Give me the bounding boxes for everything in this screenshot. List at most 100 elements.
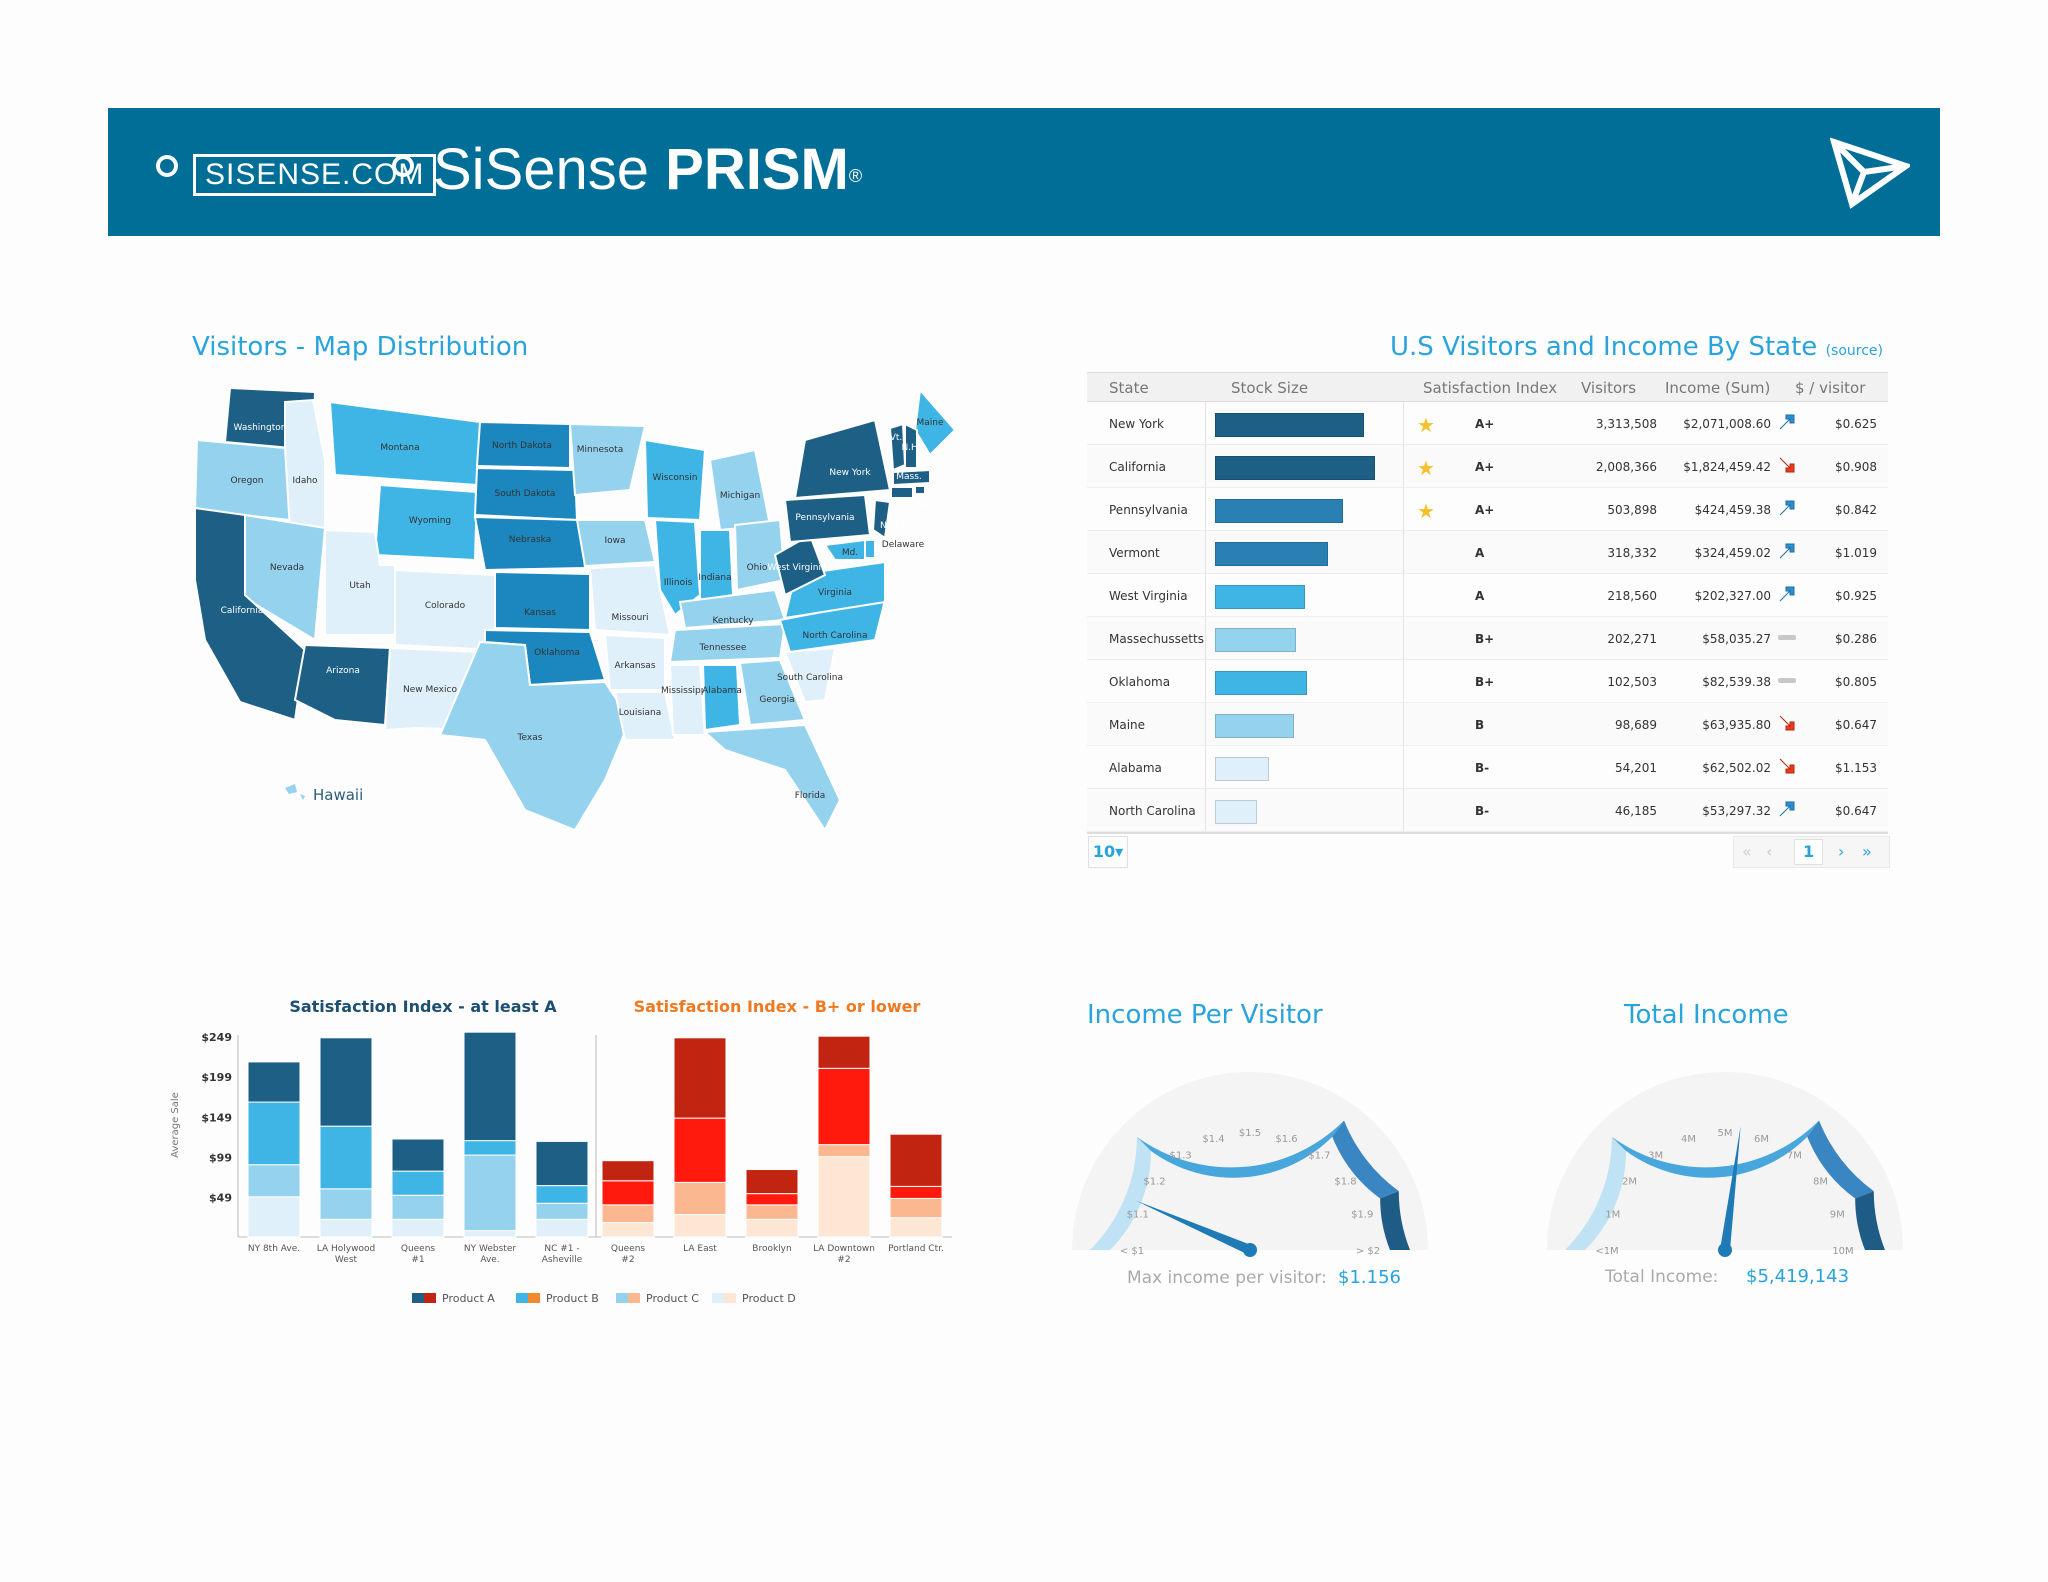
bar-segment[interactable]	[319, 1125, 373, 1190]
state-region[interactable]: Arizona	[293, 643, 392, 727]
current-page[interactable]: 1	[1794, 839, 1824, 865]
state-region[interactable]: Michigan	[708, 448, 772, 532]
col-satisfaction[interactable]: Satisfaction Index	[1423, 379, 1558, 397]
state-region[interactable]: Delaware	[864, 539, 925, 559]
bar-segment[interactable]	[601, 1204, 655, 1224]
hawaii[interactable]: Hawaii	[285, 784, 363, 804]
table-row[interactable]: New York ★ A+ 3,313,508 $2,071,008.60 $0.625	[1087, 402, 1888, 445]
col-visitors[interactable]: Visitors	[1581, 379, 1637, 397]
state-region[interactable]: South Carolina	[777, 646, 843, 704]
bar-segment[interactable]	[247, 1101, 301, 1166]
first-page-button[interactable]: «	[1742, 842, 1752, 861]
col-stock-size[interactable]: Stock Size	[1231, 379, 1309, 397]
bar-segment[interactable]	[247, 1196, 301, 1238]
site-link[interactable]: SISENSE.COM	[193, 154, 437, 196]
bar-segment[interactable]	[391, 1218, 445, 1238]
table-row[interactable]: North Carolina B- 46,185 $53,297.32 $0.647	[1087, 789, 1888, 832]
state-region[interactable]: New Jersey	[871, 498, 931, 540]
table-row[interactable]: Maine B 98,689 $63,935.80 $0.647	[1087, 703, 1888, 746]
bar-segment[interactable]	[319, 1037, 373, 1127]
bar-segment[interactable]	[247, 1061, 301, 1103]
bar-segment[interactable]	[319, 1218, 373, 1238]
bar-segment[interactable]	[745, 1193, 799, 1206]
state-region[interactable]: Texas	[438, 640, 632, 832]
bar-segment[interactable]	[247, 1164, 301, 1198]
state-region[interactable]: Oregon	[193, 438, 292, 522]
state-region[interactable]: Conn.	[890, 486, 940, 511]
state-region[interactable]: Alabama	[701, 664, 742, 732]
state-region[interactable]: California	[194, 506, 307, 722]
col-state[interactable]: State	[1109, 379, 1149, 397]
bar-segment[interactable]	[535, 1202, 589, 1220]
bar-segment[interactable]	[391, 1138, 445, 1172]
state-region[interactable]: Iowa	[575, 519, 657, 568]
state-region[interactable]: Wisconsin	[643, 438, 707, 522]
bar-segment[interactable]	[673, 1117, 727, 1183]
state-region[interactable]: Mass.	[892, 468, 931, 487]
bar-segment[interactable]	[391, 1194, 445, 1220]
bar-segment[interactable]	[391, 1170, 445, 1196]
bar-segment[interactable]	[463, 1230, 517, 1238]
bar-segment[interactable]	[601, 1180, 655, 1206]
table-row[interactable]: California ★ A+ 2,008,366 $1,824,459.42 $0.90…	[1087, 445, 1888, 488]
bar-segment[interactable]	[535, 1218, 589, 1238]
bar-segment[interactable]	[463, 1140, 517, 1156]
col-income[interactable]: Income (Sum)	[1665, 379, 1771, 397]
table-row[interactable]: West Virginia A 218,560 $202,327.00 $0.925	[1087, 574, 1888, 617]
bar-segment[interactable]	[601, 1222, 655, 1238]
page-size-select[interactable]: 10▾	[1088, 836, 1128, 868]
bar-segment[interactable]	[889, 1197, 943, 1219]
bar-segment[interactable]	[817, 1144, 871, 1158]
state-region[interactable]: Montana	[328, 400, 482, 487]
state-region[interactable]: Md.	[823, 538, 866, 561]
table-row[interactable]: Pennsylvania ★ A+ 503,898 $424,459.38 $0.842	[1087, 488, 1888, 531]
bar-segment[interactable]	[817, 1067, 871, 1146]
state-region[interactable]: Colorado	[394, 568, 496, 652]
state-region[interactable]: Nebraska	[473, 515, 587, 572]
table-row[interactable]: Massechussetts B+ 202,271 $58,035.27 $0.286	[1087, 617, 1888, 660]
bar-segment[interactable]	[817, 1156, 871, 1238]
bar-segment[interactable]	[745, 1204, 799, 1220]
state-region[interactable]: New York	[793, 418, 892, 500]
state-region[interactable]: Arkansas	[603, 633, 666, 691]
state-region[interactable]: Indiana	[698, 529, 735, 602]
col-per-visitor[interactable]: $ / visitor	[1795, 379, 1866, 397]
bar-segment[interactable]	[535, 1140, 589, 1187]
us-map[interactable]: Washington Oregon Idaho Montana Wyoming Nevad…	[185, 380, 975, 840]
state-region[interactable]: North Dakota	[475, 420, 571, 470]
bar-segment[interactable]	[673, 1181, 727, 1216]
bar-segment[interactable]	[889, 1133, 943, 1187]
bar-segment[interactable]	[673, 1214, 727, 1238]
paper-plane-icon[interactable]	[1830, 132, 1910, 212]
source-link[interactable]: (source)	[1825, 343, 1883, 359]
state-region[interactable]: Idaho	[284, 398, 326, 531]
bar-segment[interactable]	[889, 1217, 943, 1238]
state-region[interactable]: Maine	[913, 387, 957, 457]
next-page-button[interactable]: ›	[1838, 842, 1845, 861]
bar-segment[interactable]	[601, 1160, 655, 1182]
bar-segment[interactable]	[463, 1031, 517, 1142]
state-region[interactable]: Louisiana	[613, 691, 677, 741]
state-region[interactable]: R.I.	[914, 485, 938, 498]
bar-segment[interactable]	[319, 1188, 373, 1220]
state-region[interactable]: Georgia	[738, 658, 807, 727]
table-row[interactable]: Vermont A 318,332 $324,459.02 $1.019	[1087, 531, 1888, 574]
table-row[interactable]: Alabama B- 54,201 $62,502.02 $1.153	[1087, 746, 1888, 789]
bar-segment[interactable]	[745, 1169, 799, 1195]
state-region[interactable]: Mississippi	[661, 664, 709, 736]
state-region[interactable]: Tennessee	[668, 622, 787, 664]
state-region[interactable]: Wyoming	[373, 483, 479, 562]
state-region[interactable]: Utah	[324, 528, 396, 636]
bar-segment[interactable]	[817, 1035, 871, 1069]
state-region[interactable]: Minnesota	[568, 422, 647, 497]
prev-page-button[interactable]: ‹	[1766, 842, 1773, 861]
bar-segment[interactable]	[673, 1037, 727, 1119]
state-region[interactable]: Missouri	[588, 563, 672, 637]
state-region[interactable]: South Dakota	[473, 466, 579, 522]
bar-segment[interactable]	[889, 1185, 943, 1199]
bar-segment[interactable]	[745, 1218, 799, 1238]
state-region[interactable]: Kansas	[494, 570, 591, 632]
state-region[interactable]: N.H.	[901, 422, 921, 469]
bar-segment[interactable]	[535, 1185, 589, 1204]
last-page-button[interactable]: »	[1862, 842, 1872, 861]
